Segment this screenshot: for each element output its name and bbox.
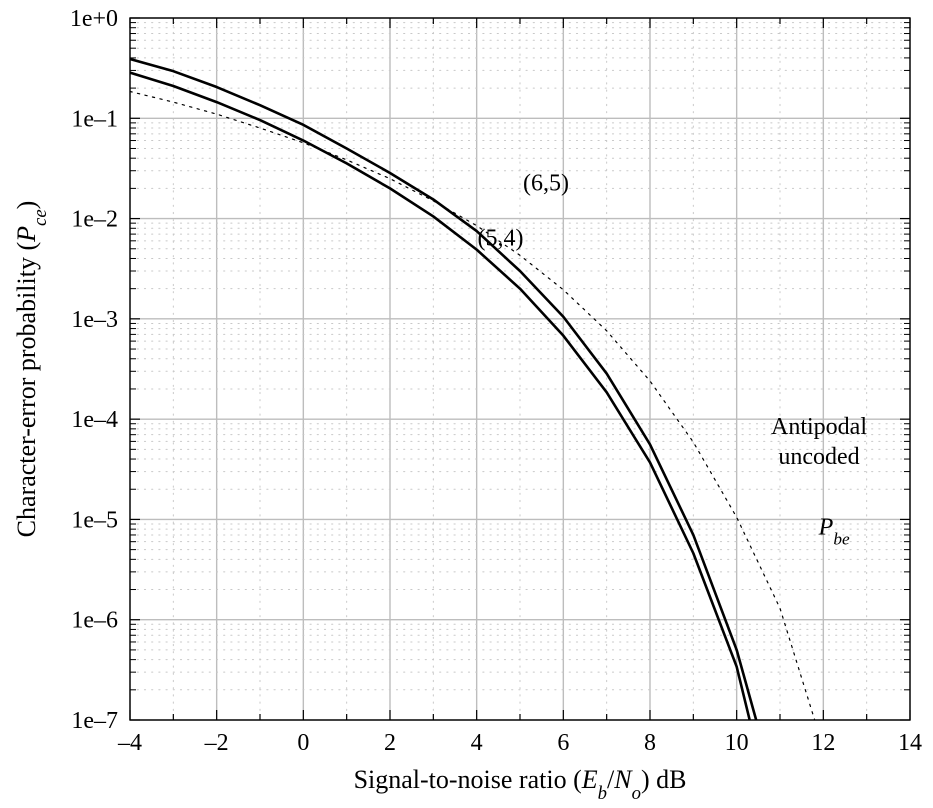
y-tick-label: 1e–7 [71, 708, 118, 734]
x-tick-label: 6 [557, 730, 569, 756]
chart-container: –4 –2 0 2 4 6 8 10 12 14 1e+0 1e–1 1e–2 1e–3 1e–4 1e–5 1… [0, 0, 933, 808]
x-tick-label: 4 [471, 730, 483, 756]
chart-bg [0, 0, 933, 808]
annotation-curve-54: (5,4) [478, 226, 524, 252]
y-tick-label: 1e–2 [71, 207, 118, 233]
y-tick-label: 1e–4 [71, 407, 118, 433]
y-tick-label: 1e–3 [71, 307, 118, 333]
y-tick-label: 1e+0 [70, 6, 118, 32]
y-tick-label: 1e–5 [71, 507, 118, 533]
x-tick-label: 14 [898, 730, 922, 756]
annotation-curve-65: (6,5) [523, 170, 569, 196]
x-tick-label: 10 [725, 730, 749, 756]
error-probability-chart: –4 –2 0 2 4 6 8 10 12 14 1e+0 1e–1 1e–2 1e–3 1e–4 1e–5 1… [0, 0, 933, 808]
y-tick-label: 1e–6 [71, 608, 118, 634]
x-tick-label: 2 [384, 730, 396, 756]
x-tick-label: 12 [811, 730, 835, 756]
x-tick-label: –4 [117, 730, 142, 756]
x-tick-label: 0 [297, 730, 309, 756]
y-tick-label: 1e–1 [71, 106, 118, 132]
x-tick-label: 8 [644, 730, 656, 756]
x-tick-label: –2 [204, 730, 229, 756]
